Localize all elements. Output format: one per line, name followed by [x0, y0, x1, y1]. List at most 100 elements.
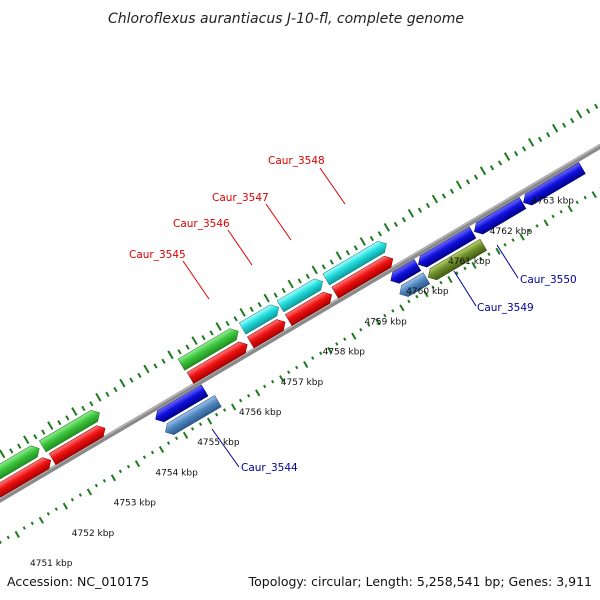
- track-tick: [479, 257, 483, 261]
- track-tick: [94, 483, 99, 488]
- gene-label-caur-3548[interactable]: Caur_3548: [268, 155, 325, 167]
- track-tick: [198, 422, 203, 426]
- track-tick: [567, 205, 573, 213]
- track-tick: [233, 316, 238, 322]
- track-tick: [455, 180, 463, 190]
- track-tick: [327, 346, 333, 354]
- gene-feature-blue[interactable]: [387, 259, 422, 286]
- track-tick: [351, 332, 357, 340]
- track-tick: [102, 478, 107, 483]
- track-tick: [41, 429, 46, 435]
- track-tick: [495, 247, 501, 255]
- track-tick: [497, 160, 503, 166]
- track-tick: [6, 535, 10, 540]
- track-tick: [305, 273, 310, 279]
- gene-feature-red[interactable]: [331, 253, 396, 299]
- track-tick: [81, 405, 86, 412]
- gene-feature-green[interactable]: [0, 443, 43, 485]
- track-tick: [527, 228, 531, 233]
- gene-feature-green[interactable]: [177, 326, 241, 371]
- track-tick: [447, 276, 453, 284]
- track-tick: [576, 109, 583, 119]
- track-tick: [113, 386, 118, 393]
- track-tick: [255, 389, 261, 397]
- track-tick: [519, 233, 525, 241]
- track-tick: [407, 208, 415, 218]
- ruler-label: 4758 kbp: [323, 348, 366, 358]
- track-tick: [209, 330, 214, 336]
- gene-label-caur-3550[interactable]: Caur_3550: [520, 274, 577, 286]
- track-tick: [535, 224, 539, 228]
- gene-feature-green[interactable]: [39, 407, 102, 453]
- gene-feature-blue[interactable]: [520, 162, 586, 208]
- track-tick: [527, 138, 535, 147]
- track-tick: [543, 219, 549, 227]
- gene-label-group: Caur_3545 Caur_3546 Caur_3547 Caur_3548: [129, 155, 346, 300]
- track-tick: [110, 474, 117, 482]
- ruler-labels: 4751 kbp 4752 kbp 4753 kbp 4754 kbp 4755 kbp…: [30, 197, 574, 569]
- gene-label-caur-3546[interactable]: Caur_3546: [173, 218, 230, 230]
- gene-feature-steel[interactable]: [396, 272, 431, 300]
- track-tick: [22, 526, 26, 530]
- ruler-label: 4754 kbp: [155, 468, 198, 478]
- track-tick: [222, 408, 227, 412]
- track-tick: [271, 379, 275, 384]
- track-tick: [473, 174, 479, 180]
- track-tick: [503, 242, 507, 247]
- ruler-label: 4751 kbp: [30, 559, 73, 569]
- map-title: Chloroflexus aurantiacus J-10-fl, comple…: [108, 11, 464, 27]
- track-tick: [190, 427, 195, 431]
- gene-label-caur-3544[interactable]: Caur_3544: [241, 462, 298, 474]
- genome-backbone-highlight: [0, 31, 600, 591]
- ruler-label: 4760 kbp: [406, 287, 449, 297]
- gene-feature-red[interactable]: [186, 339, 250, 384]
- gene-feature-red[interactable]: [284, 289, 335, 327]
- gene-feature-cyan[interactable]: [322, 238, 390, 286]
- ruler-label: 4756 kbp: [239, 408, 282, 418]
- track-tick: [465, 179, 471, 185]
- gene-feature-blue[interactable]: [415, 226, 477, 270]
- track-tick: [297, 278, 302, 284]
- gene-feature-olive[interactable]: [425, 238, 487, 283]
- track-tick: [431, 285, 435, 290]
- gene-feature-blue[interactable]: [152, 384, 209, 425]
- track-tick: [281, 287, 286, 294]
- track-tick: [431, 194, 439, 204]
- track-tick: [30, 521, 34, 526]
- genome-backbone: [0, 30, 600, 594]
- gene-label-caur-3547[interactable]: Caur_3547: [212, 192, 269, 204]
- track-tick: [257, 301, 262, 308]
- gene-feature-red[interactable]: [247, 316, 288, 349]
- gene-label-caur-3549[interactable]: Caur_3549: [477, 302, 534, 314]
- label-leader-line: [182, 260, 210, 300]
- track-tick: [369, 235, 374, 242]
- track-tick: [479, 166, 487, 176]
- track-tick: [513, 150, 519, 157]
- label-leader-line: [265, 203, 292, 241]
- track-tick: [335, 251, 342, 261]
- track-tick: [417, 207, 423, 213]
- gene-feature-cyan[interactable]: [276, 276, 326, 313]
- gene-feature-steel[interactable]: [162, 395, 222, 438]
- track-tick: [551, 123, 559, 133]
- track-tick: [399, 304, 405, 312]
- gene-feature-blue[interactable]: [471, 197, 527, 238]
- track-tick: [137, 372, 142, 379]
- track-tick: [182, 431, 189, 439]
- track-tick: [383, 313, 387, 318]
- ruler-label: 4762 kbp: [490, 227, 533, 237]
- track-tick: [455, 271, 459, 275]
- track-tick: [345, 250, 350, 256]
- gene-label-caur-3545[interactable]: Caur_3545: [129, 249, 186, 261]
- track-tick: [89, 401, 94, 407]
- track-tick: [359, 327, 363, 332]
- track-tick: [359, 237, 366, 246]
- track-tick: [375, 318, 381, 326]
- gene-feature-red[interactable]: [48, 423, 108, 466]
- track-tick: [185, 344, 190, 350]
- track-tick: [78, 493, 82, 497]
- track-tick: [17, 443, 22, 449]
- gene-feature-red[interactable]: [0, 455, 54, 498]
- gene-feature-cyan[interactable]: [238, 302, 282, 335]
